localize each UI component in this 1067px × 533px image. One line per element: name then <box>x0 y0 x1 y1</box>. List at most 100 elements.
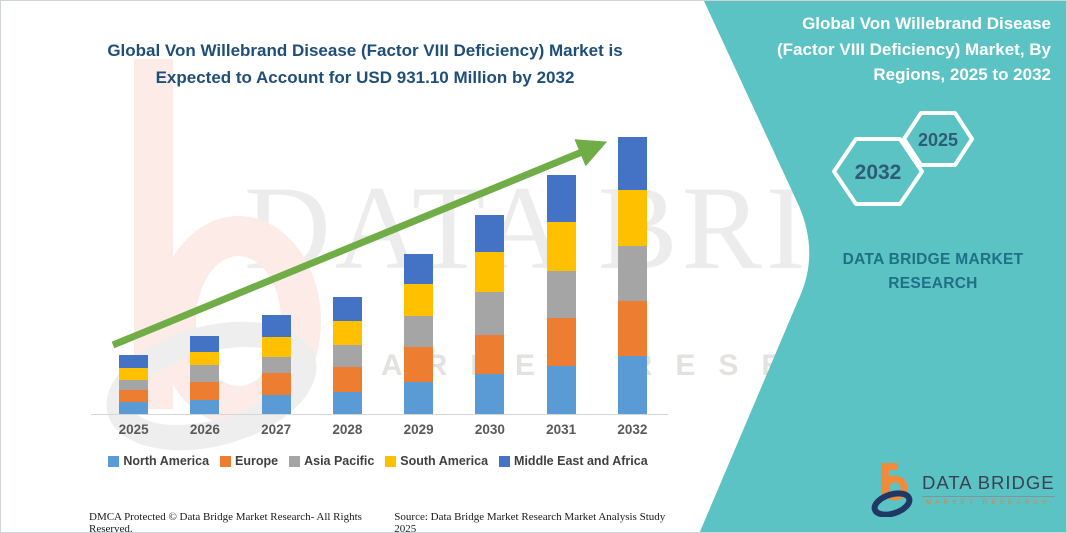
bar-segment-middle-east-and-africa <box>546 175 576 223</box>
footer: DMCA Protected © Data Bridge Market Rese… <box>89 511 677 533</box>
bar-segment-south-america <box>404 284 434 317</box>
bar-segment-middle-east-and-africa <box>119 355 149 369</box>
bar-segment-europe <box>332 366 362 392</box>
logo-tagline: MARKET RESEARCH <box>922 496 1055 506</box>
chart-legend: North America Europe Asia Pacific South Ame… <box>83 454 673 468</box>
bar-segment-europe <box>261 373 291 395</box>
data-bridge-logo: DATA BRIDGE MARKET RESEARCH <box>871 461 1055 517</box>
legend-swatch-asia-pacific <box>289 455 301 467</box>
x-axis-line <box>91 414 668 415</box>
stacked-bar-2027 <box>261 314 291 414</box>
legend-item-middle-east-and-africa: Middle East and Africa <box>499 454 648 468</box>
hexagon-2032-outline <box>832 137 924 206</box>
hexagon-2025-outline <box>902 111 974 167</box>
bar-segment-north-america <box>261 395 291 414</box>
bar-column-2025: 2025 <box>98 134 169 437</box>
x-axis-label-2032: 2032 <box>617 422 648 437</box>
x-axis-label-2031: 2031 <box>546 422 577 437</box>
bar-segment-middle-east-and-africa <box>617 137 647 190</box>
legend-swatch-north-america <box>108 455 120 467</box>
legend-item-north-america: North America <box>108 454 209 468</box>
stacked-bar-2025 <box>119 355 149 414</box>
bar-segment-south-america <box>190 351 220 366</box>
bar-segment-asia-pacific <box>261 356 291 374</box>
bar-segment-asia-pacific <box>404 316 434 348</box>
legend-item-europe: Europe <box>220 454 278 468</box>
legend-swatch-europe <box>220 455 232 467</box>
hexagon-2025-label: 2025 <box>918 130 958 150</box>
bar-column-2026: 2026 <box>169 134 240 437</box>
data-bridge-logo-icon <box>871 463 913 517</box>
bar-segment-europe <box>546 318 576 366</box>
side-panel-shape <box>699 1 1066 532</box>
x-axis-label-2028: 2028 <box>332 422 363 437</box>
bar-segment-north-america <box>475 374 505 414</box>
bar-segment-asia-pacific <box>475 292 505 335</box>
stacked-bar-2030 <box>475 214 505 414</box>
legend-item-asia-pacific: Asia Pacific <box>289 454 374 468</box>
bar-chart-plot-area: 2025 2026 2027 2028 2029 2030 2031 2032 <box>98 134 668 437</box>
bar-segment-south-america <box>475 252 505 293</box>
bar-segment-asia-pacific <box>332 345 362 367</box>
bar-segment-south-america <box>332 321 362 346</box>
bar-segment-asia-pacific <box>617 245 647 301</box>
bar-segment-middle-east-and-africa <box>332 296 362 322</box>
bar-segment-middle-east-and-africa <box>190 336 220 352</box>
bar-segment-asia-pacific <box>190 365 220 383</box>
bar-segment-north-america <box>190 400 220 414</box>
bar-segment-north-america <box>617 356 647 414</box>
legend-item-south-america: South America <box>385 454 488 468</box>
bar-segment-south-america <box>617 189 647 246</box>
bar-segment-south-america <box>119 368 149 381</box>
bar-segment-asia-pacific <box>546 270 576 319</box>
x-axis-label-2029: 2029 <box>403 422 434 437</box>
bar-segment-middle-east-and-africa <box>475 214 505 253</box>
bar-segment-north-america <box>404 381 434 414</box>
x-axis-label-2027: 2027 <box>261 422 292 437</box>
chart-title: Global Von Willebrand Disease (Factor VI… <box>89 37 641 91</box>
legend-label: Europe <box>235 454 279 468</box>
bar-column-2030: 2030 <box>454 134 525 437</box>
bar-segment-middle-east-and-africa <box>261 314 291 337</box>
logo-brand-name: DATA BRIDGE <box>922 472 1055 493</box>
legend-label: North America <box>123 454 210 468</box>
bar-column-2031: 2031 <box>526 134 597 437</box>
bar-column-2029: 2029 <box>383 134 454 437</box>
bar-segment-europe <box>617 300 647 357</box>
bar-segment-europe <box>404 347 434 382</box>
hexagon-2032-label: 2032 <box>855 161 902 184</box>
stacked-bar-2029 <box>404 254 434 414</box>
forecast-hexagons: 2032 2025 <box>832 111 974 206</box>
bar-segment-north-america <box>332 391 362 414</box>
x-axis-label-2030: 2030 <box>474 422 505 437</box>
bar-segment-middle-east-and-africa <box>404 254 434 285</box>
bar-segment-europe <box>119 390 149 402</box>
stacked-bar-2031 <box>546 175 576 414</box>
legend-label: Middle East and Africa <box>514 454 648 468</box>
x-axis-label-2026: 2026 <box>189 422 220 437</box>
x-axis-label-2025: 2025 <box>118 422 149 437</box>
bar-segment-south-america <box>546 222 576 271</box>
legend-swatch-south-america <box>385 455 397 467</box>
bar-segment-south-america <box>261 336 291 357</box>
bar-segment-north-america <box>546 365 576 414</box>
bar-column-2032: 2032 <box>597 134 668 437</box>
stacked-bar-2032 <box>617 137 647 414</box>
chart-title-line1: Global Von Willebrand Disease (Factor VI… <box>107 41 623 60</box>
logo-text: DATA BRIDGE MARKET RESEARCH <box>922 472 1055 506</box>
chart-title-line2: Expected to Account for USD 931.10 Milli… <box>155 68 575 88</box>
stacked-bar-2028 <box>332 296 362 414</box>
bar-segment-north-america <box>119 401 149 414</box>
bar-segment-europe <box>190 382 220 400</box>
bar-segment-europe <box>475 335 505 374</box>
dmca-notice: DMCA Protected © Data Bridge Market Rese… <box>89 511 362 533</box>
side-panel-title: Global Von Willebrand Disease (Factor VI… <box>777 14 1051 84</box>
source-note: Source: Data Bridge Market Research Mark… <box>394 511 666 533</box>
stacked-bar-2026 <box>190 336 220 414</box>
legend-swatch-middle-east-and-africa <box>499 455 511 467</box>
side-panel-brand-text: DATA BRIDGE MARKET RESEARCH <box>842 251 1024 293</box>
legend-label: South America <box>400 454 489 468</box>
bar-segment-asia-pacific <box>119 380 149 391</box>
